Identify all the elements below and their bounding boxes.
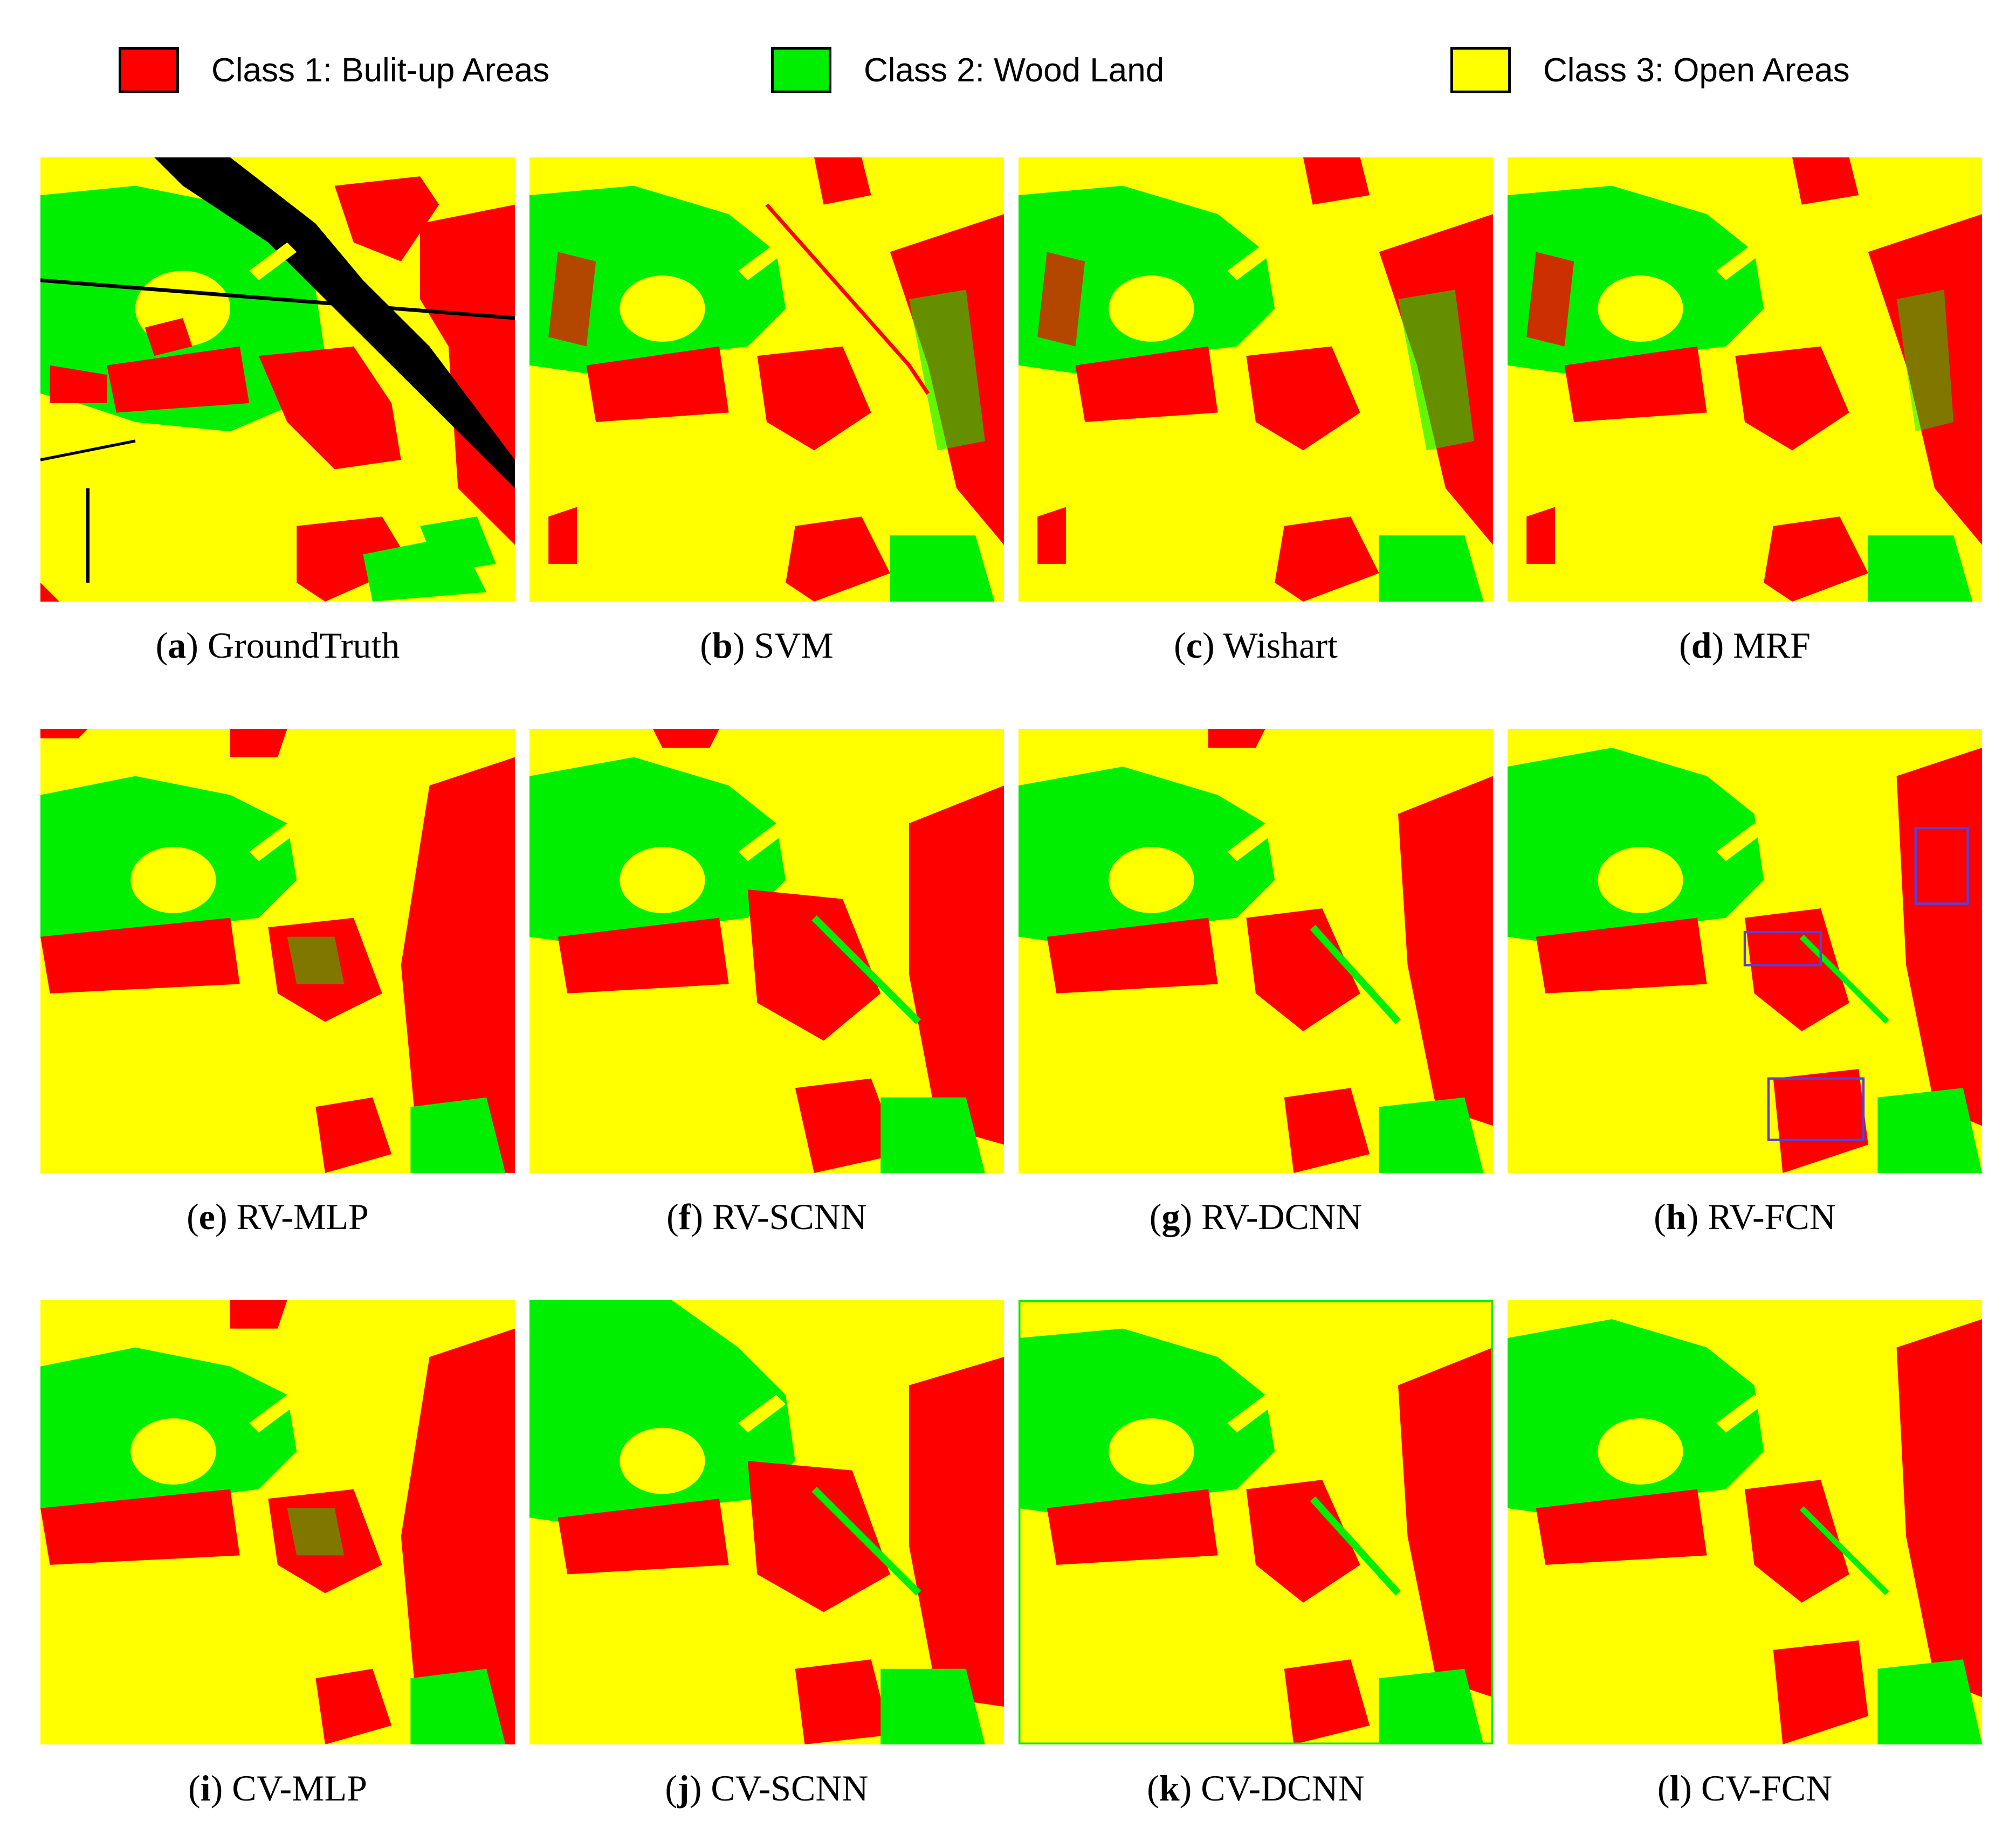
panel-cv-dcnn: (k) CV-DCNN <box>1019 1300 1493 1810</box>
classification-map-cv-dcnn <box>1019 1300 1493 1744</box>
legend-item-class1: Class 1: Bulit-up Areas <box>119 43 549 97</box>
panel-letter: h <box>1666 1196 1687 1237</box>
panel-mrf: (d) MRF <box>1508 157 1982 667</box>
panel-letter: j <box>677 1768 690 1809</box>
panel-letter: k <box>1159 1768 1180 1809</box>
panel-method: MRF <box>1733 625 1811 666</box>
panel-letter: e <box>198 1196 215 1237</box>
panel-caption: (d) MRF <box>1679 625 1811 666</box>
panel-method: CV-FCN <box>1701 1768 1833 1809</box>
panel-letter: c <box>1186 625 1202 666</box>
panel-letter: b <box>712 625 733 666</box>
classification-map-wishart <box>1019 157 1493 602</box>
panel-letter: f <box>678 1196 691 1237</box>
panel-caption: (k) CV-DCNN <box>1147 1768 1365 1809</box>
panel-caption: (f) RV-SCNN <box>666 1196 867 1237</box>
panel-cv-mlp: (i) CV-MLP <box>40 1300 515 1810</box>
classification-map-cv-fcn <box>1508 1300 1982 1744</box>
classification-map-rv-scnn <box>529 729 1004 1173</box>
legend-label-class2: Class 2: Wood Land <box>864 51 1165 89</box>
legend-item-class3: Class 3: Open Areas <box>1450 43 1850 97</box>
panel-method: RV-FCN <box>1708 1196 1836 1237</box>
panel-groundtruth: (a) GroundTruth <box>40 157 515 667</box>
legend: Class 1: Bulit-up Areas Class 2: Wood La… <box>0 43 2016 102</box>
panel-method: RV-SCNN <box>712 1196 867 1237</box>
highlight-box <box>1914 826 1969 905</box>
panel-letter: g <box>1161 1196 1180 1237</box>
panel-method: CV-SCNN <box>711 1768 869 1809</box>
classification-map-rv-fcn <box>1508 729 1982 1173</box>
legend-swatch-class3 <box>1450 47 1511 93</box>
legend-label-class1: Class 1: Bulit-up Areas <box>211 51 550 89</box>
classification-map-groundtruth <box>40 157 515 602</box>
panel-caption: (b) SVM <box>700 625 834 666</box>
panel-rv-dcnn: (g) RV-DCNN <box>1019 729 1493 1238</box>
legend-item-class2: Class 2: Wood Land <box>771 43 1164 97</box>
panel-letter: l <box>1669 1768 1680 1809</box>
legend-swatch-class2 <box>771 47 831 93</box>
classification-map-cv-mlp <box>40 1300 515 1744</box>
panel-method: CV-DCNN <box>1201 1768 1365 1809</box>
legend-swatch-class1 <box>119 47 179 93</box>
classification-map-rv-dcnn <box>1019 729 1493 1173</box>
panel-caption: (j) CV-SCNN <box>665 1768 869 1809</box>
panel-method: GroundTruth <box>207 625 400 666</box>
panel-caption: (c) Wishart <box>1174 625 1338 666</box>
panel-caption: (a) GroundTruth <box>155 625 400 666</box>
classification-map-rv-mlp <box>40 729 515 1173</box>
panel-caption: (e) RV-MLP <box>187 1196 369 1237</box>
panel-caption: (i) CV-MLP <box>188 1768 367 1809</box>
panel-wishart: (c) Wishart <box>1019 157 1493 667</box>
panel-letter: a <box>168 625 187 666</box>
panel-rv-fcn: (h) RV-FCN <box>1508 729 1982 1238</box>
panel-caption: (h) RV-FCN <box>1654 1196 1836 1237</box>
panel-method: SVM <box>754 625 834 666</box>
panel-method: Wishart <box>1223 625 1338 666</box>
panel-method: CV-MLP <box>232 1768 367 1809</box>
classification-map-cv-scnn <box>529 1300 1004 1744</box>
panel-method: RV-MLP <box>236 1196 369 1237</box>
legend-label-class3: Class 3: Open Areas <box>1543 51 1850 89</box>
panel-cv-scnn: (j) CV-SCNN <box>529 1300 1004 1810</box>
panel-svm: (b) SVM <box>529 157 1004 667</box>
panel-caption: (l) CV-FCN <box>1657 1768 1833 1809</box>
classification-map-svm <box>529 157 1004 602</box>
panel-rv-scnn: (f) RV-SCNN <box>529 729 1004 1238</box>
panel-caption: (g) RV-DCNN <box>1149 1196 1363 1237</box>
panel-letter: i <box>200 1768 211 1809</box>
panel-method: RV-DCNN <box>1201 1196 1363 1237</box>
highlight-box <box>1743 930 1822 967</box>
panel-rv-mlp: (e) RV-MLP <box>40 729 515 1238</box>
highlight-box <box>1767 1077 1865 1141</box>
panel-cv-fcn: (l) CV-FCN <box>1508 1300 1982 1810</box>
panel-letter: d <box>1691 625 1712 666</box>
classification-map-mrf <box>1508 157 1982 602</box>
